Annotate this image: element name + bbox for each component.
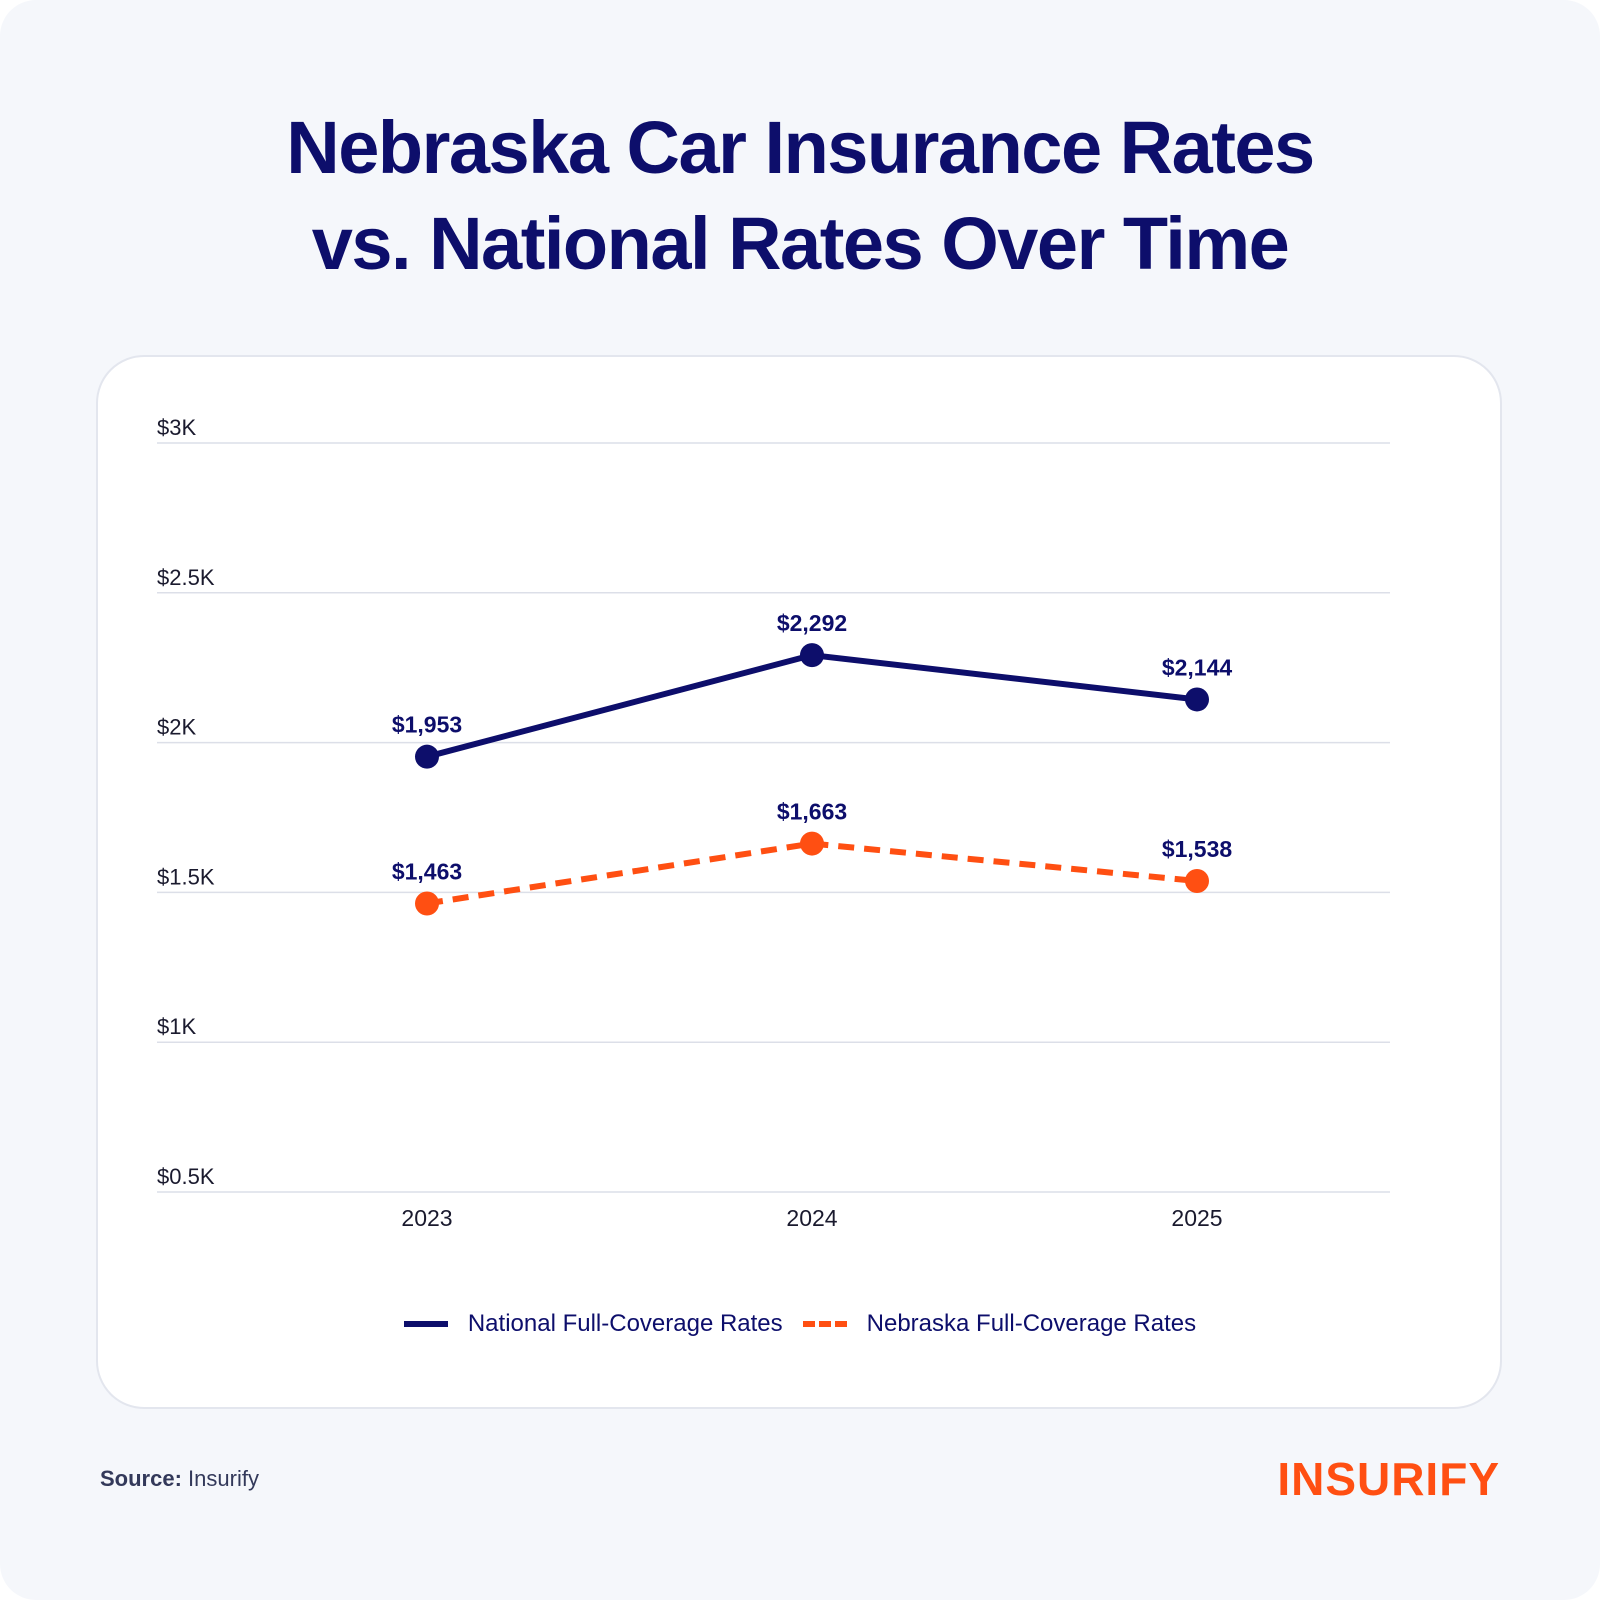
data-label: $2,144	[1162, 654, 1233, 680]
x-tick-label: 2023	[401, 1205, 452, 1231]
legend-label: National Full-Coverage Rates	[467, 1310, 783, 1337]
data-label: $1,953	[392, 712, 462, 738]
title-line-1: Nebraska Car Insurance Rates	[286, 106, 1315, 189]
data-point	[800, 831, 824, 856]
legend-item-national: National Full-Coverage Rates	[403, 1310, 783, 1338]
title-line-2: vs. National Rates Over Time	[311, 202, 1290, 285]
data-label: $1,538	[1162, 836, 1233, 862]
data-point	[1185, 687, 1209, 712]
legend-swatch-solid	[403, 1321, 448, 1327]
y-tick-label: $0.5K	[157, 1164, 215, 1189]
data-point	[800, 643, 824, 668]
y-tick-label: $1K	[157, 1014, 196, 1039]
chart-title: Nebraska Car Insurance Rates vs. Nationa…	[0, 100, 1600, 292]
legend-item-nebraska: Nebraska Full-Coverage Rates	[802, 1310, 1197, 1338]
data-label: $2,292	[777, 610, 847, 636]
y-tick-label: $2K	[157, 715, 196, 740]
source-note: Source: Insurify	[100, 1466, 259, 1492]
x-tick-label: 2025	[1171, 1205, 1222, 1231]
data-label: $1,463	[392, 858, 462, 884]
legend-swatch-dashed	[802, 1321, 847, 1327]
legend-label: Nebraska Full-Coverage Rates	[866, 1310, 1197, 1337]
data-label: $1,663	[777, 799, 847, 825]
chart-card	[96, 355, 1502, 1409]
source-label: Source:	[100, 1466, 182, 1491]
data-point	[1185, 869, 1209, 894]
y-tick-label: $3K	[157, 415, 196, 440]
data-point	[415, 744, 439, 769]
y-tick-label: $1.5K	[157, 864, 215, 889]
data-point	[415, 891, 439, 916]
legend: National Full-Coverage Rates Nebraska Fu…	[0, 1310, 1600, 1338]
source-value: Insurify	[188, 1466, 259, 1491]
y-tick-label: $2.5K	[157, 565, 215, 590]
x-tick-label: 2024	[786, 1205, 837, 1231]
insurify-logo: INSURIFY	[1277, 1453, 1500, 1505]
series-line-0	[426, 652, 1198, 760]
